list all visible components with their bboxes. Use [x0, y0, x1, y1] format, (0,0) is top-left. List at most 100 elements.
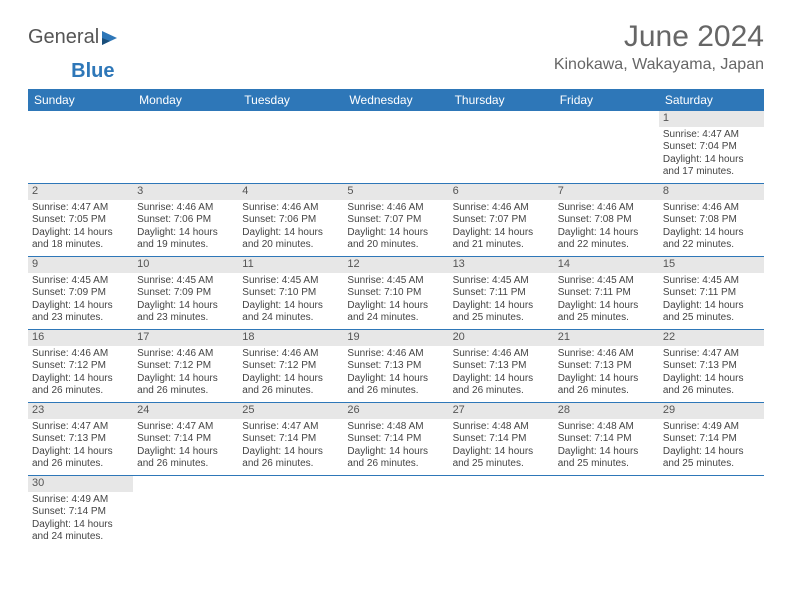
calendar-day-cell: 25 Sunrise: 4:47 AMSunset: 7:14 PMDayligh… — [238, 403, 343, 476]
calendar-day-cell: 17Sunrise: 4:46 AMSunset: 7:12 PMDayligh… — [133, 330, 238, 403]
weekday-header-row: SundayMondayTuesdayWednesdayThursdayFrid… — [28, 89, 764, 111]
daylight-line: Daylight: 14 hours and 24 minutes. — [242, 300, 339, 325]
calendar-empty-cell — [133, 476, 238, 549]
day-number: 6 — [449, 184, 554, 200]
sunset-line: Sunset: 7:14 PM — [663, 433, 760, 446]
day-number: 8 — [659, 184, 764, 200]
day-number: 25 — [238, 403, 343, 419]
sunset-line: Sunset: 7:14 PM — [32, 506, 129, 519]
daylight-line: Daylight: 14 hours and 17 minutes. — [663, 154, 760, 179]
day-number: 3 — [133, 184, 238, 200]
sunrise-line: Sunrise: 4:46 AM — [242, 348, 339, 361]
daylight-line: Daylight: 14 hours and 23 minutes. — [137, 300, 234, 325]
calendar-day-cell: 12Sunrise: 4:45 AMSunset: 7:10 PMDayligh… — [343, 257, 448, 330]
calendar-day-cell: 4Sunrise: 4:46 AMSunset: 7:06 PMDaylight… — [238, 184, 343, 257]
calendar-day-cell: 27Sunrise: 4:48 AMSunset: 7:14 PMDayligh… — [449, 403, 554, 476]
sunrise-line: Sunrise: 4:47 AM — [242, 421, 339, 434]
sunrise-line: Sunrise: 4:46 AM — [663, 202, 760, 215]
daylight-line: Daylight: 14 hours and 19 minutes. — [137, 227, 234, 252]
calendar-day-cell: 23Sunrise: 4:47 AMSunset: 7:13 PMDayligh… — [28, 403, 133, 476]
sunrise-line: Sunrise: 4:46 AM — [137, 202, 234, 215]
daylight-line: Daylight: 14 hours and 26 minutes. — [137, 373, 234, 398]
sunrise-line: Sunrise: 4:47 AM — [663, 348, 760, 361]
calendar-day-cell: 10Sunrise: 4:45 AMSunset: 7:09 PMDayligh… — [133, 257, 238, 330]
calendar-day-cell: 28Sunrise: 4:48 AMSunset: 7:14 PMDayligh… — [554, 403, 659, 476]
sunset-line: Sunset: 7:11 PM — [663, 287, 760, 300]
day-number: 1 — [659, 111, 764, 127]
daylight-line: Daylight: 14 hours and 22 minutes. — [663, 227, 760, 252]
calendar-empty-cell — [238, 111, 343, 184]
calendar-day-cell: 5Sunrise: 4:46 AMSunset: 7:07 PMDaylight… — [343, 184, 448, 257]
sunset-line: Sunset: 7:08 PM — [558, 214, 655, 227]
weekday-header: Thursday — [449, 89, 554, 111]
daylight-line: Daylight: 14 hours and 21 minutes. — [453, 227, 550, 252]
day-number: 12 — [343, 257, 448, 273]
sunset-line: Sunset: 7:09 PM — [137, 287, 234, 300]
calendar-week-row: 16Sunrise: 4:46 AMSunset: 7:12 PMDayligh… — [28, 330, 764, 403]
sunset-line: Sunset: 7:05 PM — [32, 214, 129, 227]
weekday-header: Sunday — [28, 89, 133, 111]
sunrise-line: Sunrise: 4:46 AM — [453, 202, 550, 215]
sunset-line: Sunset: 7:10 PM — [242, 287, 339, 300]
daylight-line: Daylight: 14 hours and 25 minutes. — [558, 446, 655, 471]
sunrise-line: Sunrise: 4:46 AM — [32, 348, 129, 361]
day-number: 19 — [343, 330, 448, 346]
sunset-line: Sunset: 7:14 PM — [242, 433, 339, 446]
calendar-day-cell: 9Sunrise: 4:45 AMSunset: 7:09 PMDaylight… — [28, 257, 133, 330]
calendar-week-row: 23Sunrise: 4:47 AMSunset: 7:13 PMDayligh… — [28, 403, 764, 476]
day-number: 21 — [554, 330, 659, 346]
day-number: 9 — [28, 257, 133, 273]
sunrise-line: Sunrise: 4:46 AM — [453, 348, 550, 361]
day-number: 2 — [28, 184, 133, 200]
sunset-line: Sunset: 7:06 PM — [242, 214, 339, 227]
calendar-empty-cell — [343, 476, 448, 549]
calendar-empty-cell — [449, 476, 554, 549]
sunrise-line: Sunrise: 4:45 AM — [663, 275, 760, 288]
daylight-line: Daylight: 14 hours and 25 minutes. — [453, 446, 550, 471]
calendar-day-cell: 22Sunrise: 4:47 AMSunset: 7:13 PMDayligh… — [659, 330, 764, 403]
weekday-header: Wednesday — [343, 89, 448, 111]
title-block: June 2024 Kinokawa, Wakayama, Japan — [554, 20, 764, 74]
daylight-line: Daylight: 14 hours and 20 minutes. — [347, 227, 444, 252]
day-number: 11 — [238, 257, 343, 273]
calendar-day-cell: 3Sunrise: 4:46 AMSunset: 7:06 PMDaylight… — [133, 184, 238, 257]
sunrise-line: Sunrise: 4:46 AM — [137, 348, 234, 361]
sunrise-line: Sunrise: 4:45 AM — [32, 275, 129, 288]
calendar-week-row: 1Sunrise: 4:47 AMSunset: 7:04 PMDaylight… — [28, 111, 764, 184]
day-number: 4 — [238, 184, 343, 200]
calendar-empty-cell — [343, 111, 448, 184]
calendar-empty-cell — [449, 111, 554, 184]
sunrise-line: Sunrise: 4:45 AM — [558, 275, 655, 288]
sunset-line: Sunset: 7:12 PM — [242, 360, 339, 373]
calendar-day-cell: 1Sunrise: 4:47 AMSunset: 7:04 PMDaylight… — [659, 111, 764, 184]
day-number: 30 — [28, 476, 133, 492]
sunset-line: Sunset: 7:13 PM — [663, 360, 760, 373]
daylight-line: Daylight: 14 hours and 20 minutes. — [242, 227, 339, 252]
calendar-empty-cell — [133, 111, 238, 184]
calendar-day-cell: 20Sunrise: 4:46 AMSunset: 7:13 PMDayligh… — [449, 330, 554, 403]
sunset-line: Sunset: 7:14 PM — [137, 433, 234, 446]
daylight-line: Daylight: 14 hours and 26 minutes. — [242, 446, 339, 471]
sunset-line: Sunset: 7:12 PM — [137, 360, 234, 373]
sunset-line: Sunset: 7:04 PM — [663, 141, 760, 154]
daylight-line: Daylight: 14 hours and 26 minutes. — [32, 446, 129, 471]
sunset-line: Sunset: 7:10 PM — [347, 287, 444, 300]
calendar-empty-cell — [554, 111, 659, 184]
calendar-day-cell: 11Sunrise: 4:45 AMSunset: 7:10 PMDayligh… — [238, 257, 343, 330]
day-number: 24 — [133, 403, 238, 419]
sunset-line: Sunset: 7:13 PM — [453, 360, 550, 373]
calendar-day-cell: 18Sunrise: 4:46 AMSunset: 7:12 PMDayligh… — [238, 330, 343, 403]
daylight-line: Daylight: 14 hours and 26 minutes. — [137, 446, 234, 471]
calendar-day-cell: 8Sunrise: 4:46 AMSunset: 7:08 PMDaylight… — [659, 184, 764, 257]
logo-text-1: General — [28, 26, 99, 49]
day-number: 13 — [449, 257, 554, 273]
calendar-day-cell: 30Sunrise: 4:49 AMSunset: 7:14 PMDayligh… — [28, 476, 133, 549]
sunset-line: Sunset: 7:09 PM — [32, 287, 129, 300]
day-number: 23 — [28, 403, 133, 419]
logo-text-2: Blue — [71, 60, 114, 83]
day-number: 26 — [343, 403, 448, 419]
logo-flag-icon — [101, 29, 123, 47]
sunset-line: Sunset: 7:14 PM — [453, 433, 550, 446]
month-title: June 2024 — [554, 20, 764, 54]
daylight-line: Daylight: 14 hours and 26 minutes. — [663, 373, 760, 398]
